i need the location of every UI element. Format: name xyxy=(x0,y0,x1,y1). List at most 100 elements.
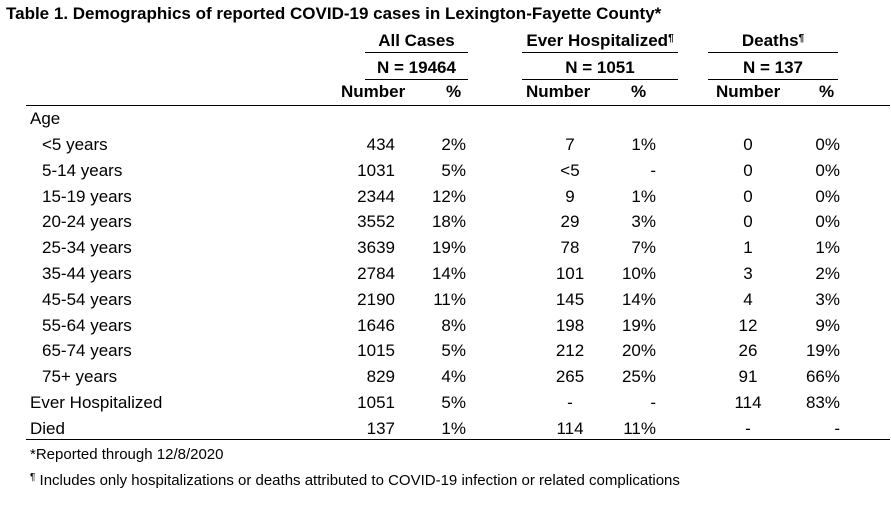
table-cell: 212 xyxy=(555,341,585,361)
table-cell: 829 xyxy=(366,367,395,387)
row-label: 45-54 years xyxy=(42,289,132,309)
table-row: 45-54 years 2190 11% 145 14% 4 3% xyxy=(0,287,891,313)
table-cell: 12 xyxy=(738,315,758,335)
table-cell: 265 xyxy=(555,367,585,387)
table-row: 15-19 years 2344 12% 9 1% 0 0% xyxy=(0,184,891,210)
table-cell: 66% xyxy=(805,367,840,387)
table-cell: 5% xyxy=(441,160,466,180)
row-label: 75+ years xyxy=(42,367,118,387)
table-cell: 5% xyxy=(441,393,466,412)
table-cell: 0 xyxy=(743,135,753,154)
table-cell: 434 xyxy=(366,135,395,154)
row-label: 35-44 years xyxy=(42,264,132,283)
subheader-number: Number xyxy=(341,82,406,101)
table-row: 65-74 years 1015 5% 212 20% 26 19% xyxy=(0,338,891,364)
table-cell: 2% xyxy=(441,135,466,154)
table-cell: 0 xyxy=(743,186,753,206)
table-cell: 83% xyxy=(805,393,840,412)
table-cell: 11% xyxy=(623,418,656,438)
row-label: <5 years xyxy=(42,135,108,154)
group-all-cases-n: N = 19464 xyxy=(365,57,468,80)
table-cell: 0 xyxy=(743,212,753,232)
table-cell: 3639 xyxy=(357,238,395,258)
table-cell: 19% xyxy=(805,341,840,361)
table-cell: 0% xyxy=(815,186,840,206)
table-row: 55-64 years 1646 8% 198 19% 12 9% xyxy=(0,313,891,339)
table-cell: - xyxy=(834,418,840,438)
table-cell: 5% xyxy=(441,341,466,361)
table-cell: 7 xyxy=(565,135,575,154)
table-cell: 78 xyxy=(560,238,580,258)
row-label: 20-24 years xyxy=(42,212,132,232)
table-cell: 26 xyxy=(738,341,758,361)
table-cell: 20% xyxy=(621,341,656,361)
table-cell: 4 xyxy=(743,289,753,309)
group-all-cases: All Cases xyxy=(365,30,468,53)
table-cell: 18% xyxy=(431,212,466,232)
group-ever-hospitalized: Ever Hospitalized¶ xyxy=(522,30,678,53)
table-cell: 1% xyxy=(815,238,840,258)
table-cell: 9% xyxy=(815,315,840,335)
table-row: Ever Hospitalized 1051 5% - - 114 83% xyxy=(0,390,891,416)
table-row: 35-44 years 2784 14% 101 10% 3 2% xyxy=(0,261,891,287)
table-cell: 4% xyxy=(441,367,466,387)
table-cell: 0 xyxy=(743,160,753,180)
subheader-number: Number xyxy=(526,82,591,101)
table-row: 75+ years 829 4% 265 25% 91 66% xyxy=(0,364,891,390)
row-label: 65-74 years xyxy=(42,341,132,361)
row-label: Ever Hospitalized xyxy=(30,393,163,412)
table-row: <5 years 434 2% 7 1% 0 0% xyxy=(0,132,891,158)
table-cell: 198 xyxy=(555,315,585,335)
table-cell: 2% xyxy=(815,264,840,283)
pilcrow-mark: ¶ xyxy=(798,33,805,44)
subheader-percent: % xyxy=(631,82,647,101)
table-cell: - xyxy=(567,393,573,412)
table-row: 5-14 years 1031 5% <5 - 0 0% xyxy=(0,158,891,184)
table-cell: 1051 xyxy=(357,393,395,412)
table-cell: - xyxy=(745,418,751,438)
table-cell: 29 xyxy=(560,212,580,232)
table-row: Died 137 1% 114 11% - - xyxy=(0,416,891,442)
group-deaths: Deaths¶ xyxy=(708,30,838,53)
subheader-number: Number xyxy=(716,82,781,101)
table-cell: 0% xyxy=(815,135,840,154)
table-cell: 1646 xyxy=(357,315,395,335)
table-row: 20-24 years 3552 18% 29 3% 0 0% xyxy=(0,209,891,235)
header-rule xyxy=(26,105,890,106)
table-cell: 0% xyxy=(815,160,840,180)
table-cell: 12% xyxy=(431,186,466,206)
table-cell: 1 xyxy=(743,238,753,258)
subheader-percent: % xyxy=(819,82,835,101)
table-cell: 19% xyxy=(431,238,466,258)
table-cell: 1031 xyxy=(357,160,395,180)
pilcrow-mark: ¶ xyxy=(668,33,674,44)
table-cell: 101 xyxy=(555,264,585,283)
footer-rule xyxy=(26,439,890,440)
table-cell: 3 xyxy=(743,264,753,283)
table-cell: 9 xyxy=(565,186,575,206)
table-cell: 2784 xyxy=(357,264,395,283)
pilcrow-mark: ¶ xyxy=(30,472,36,483)
table-cell: 2344 xyxy=(357,186,395,206)
table-cell: 14% xyxy=(431,264,466,283)
row-label: 25-34 years xyxy=(42,238,132,258)
section-label-age: Age xyxy=(30,109,61,128)
table-cell: 114 xyxy=(556,418,584,438)
table-cell: 114 xyxy=(734,393,762,412)
table-cell: 3% xyxy=(815,289,840,309)
row-label: 5-14 years xyxy=(42,160,123,180)
row-label: 15-19 years xyxy=(42,186,132,206)
table-cell: 14% xyxy=(621,289,656,309)
table-cell: 1% xyxy=(631,135,656,154)
table-cell: 145 xyxy=(555,289,585,309)
table-cell: - xyxy=(650,160,656,180)
table-cell: 10% xyxy=(621,264,656,283)
table-cell: 25% xyxy=(621,367,656,387)
table-title: Table 1. Demographics of reported COVID-… xyxy=(6,4,662,23)
group-deaths-n: N = 137 xyxy=(708,57,838,80)
table-cell: 3552 xyxy=(357,212,395,232)
table-cell: 91 xyxy=(738,367,758,387)
table-cell: 0% xyxy=(815,212,840,232)
table-cell: 137 xyxy=(366,418,395,438)
subheader-percent: % xyxy=(446,82,462,101)
